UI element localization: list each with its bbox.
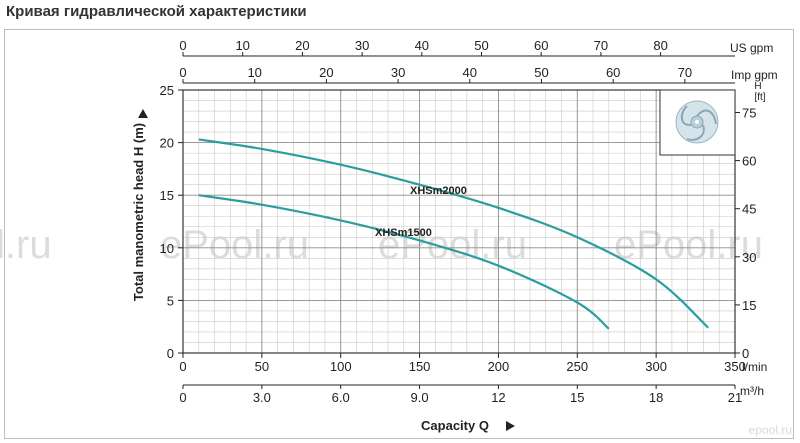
watermark-layer: l.ru ePool.ru ePool.ru ePool.ru: [0, 223, 763, 267]
series-line-XHSm1500: [198, 194, 610, 330]
x-impgpm-tick-label: 30: [391, 65, 405, 80]
x-impgpm-tick-label: 70: [678, 65, 692, 80]
x-tick-label: 200: [488, 359, 510, 374]
x-tick-label: 300: [645, 359, 667, 374]
x-impgpm-tick-label: 60: [606, 65, 620, 80]
x-tick-label: 50: [255, 359, 269, 374]
y-axis-arrow: [138, 109, 148, 118]
x-m3h-tick-label: 12: [491, 390, 505, 405]
y-right-tick-label: 15: [742, 298, 756, 313]
x-usgpm-tick-label: 50: [474, 38, 488, 53]
x-m3h-tick-label: 15: [570, 390, 584, 405]
x-m3h-tick-label: 0: [179, 390, 186, 405]
watermark-text: l.ru: [0, 223, 52, 267]
y-right-tick-label: 0: [742, 346, 749, 361]
y-right-unit-top: H: [754, 81, 761, 92]
y-axis-title: Total manometric head H (m): [131, 123, 146, 301]
series-label: XHSm2000: [410, 185, 467, 197]
x-tick-label: 250: [566, 359, 588, 374]
x-usgpm-tick-label: 20: [295, 38, 309, 53]
series-line-XHSm2000: [198, 138, 709, 329]
grid-layer: [183, 90, 735, 353]
y-tick-label: 0: [167, 346, 174, 361]
axes-layer: [182, 89, 736, 354]
y-tick-label: 15: [160, 188, 174, 203]
x-m3h-tick-label: 9.0: [411, 390, 429, 405]
brand-watermark: epool.ru: [748, 423, 792, 437]
x-usgpm-tick-label: 30: [355, 38, 369, 53]
y-right-tick-label: 75: [742, 106, 756, 121]
x-tick-label: 100: [330, 359, 352, 374]
y-right-unit: [ft]: [754, 92, 765, 103]
watermark-text: ePool.ru: [160, 223, 309, 267]
watermark-text: ePool.ru: [614, 223, 763, 267]
y-tick-label: 20: [160, 136, 174, 151]
x-tick-label: 0: [179, 359, 186, 374]
x-usgpm-tick-label: 80: [653, 38, 667, 53]
x-impgpm-tick-label: 20: [319, 65, 333, 80]
x-impgpm-unit: Imp gpm: [731, 68, 778, 82]
watermark-text: ePool.ru: [378, 223, 527, 267]
x-usgpm-unit: US gpm: [730, 41, 773, 55]
labels-layer: H[ft] US gpm Imp gpm l/min m³/h Capacity Q Tot…: [131, 41, 778, 433]
x-tick-label: 350: [724, 359, 746, 374]
x-m3h-tick-label: 3.0: [253, 390, 271, 405]
x-tick-label: 150: [409, 359, 431, 374]
x-m3h-tick-label: 21: [728, 390, 742, 405]
x-impgpm-tick-label: 50: [534, 65, 548, 80]
x-usgpm-tick-label: 0: [179, 38, 186, 53]
impeller-icon: [675, 100, 719, 144]
y-tick-label: 5: [167, 293, 174, 308]
x-impgpm-tick-label: 40: [463, 65, 477, 80]
y-right-tick-label: 30: [742, 250, 756, 265]
x-m3h-tick-label: 18: [649, 390, 663, 405]
x-usgpm-tick-label: 70: [594, 38, 608, 53]
x-impgpm-tick-label: 0: [179, 65, 186, 80]
series-layer: [198, 138, 709, 330]
y-tick-label: 25: [160, 83, 174, 98]
y-right-tick-label: 45: [742, 202, 756, 217]
x-usgpm-tick-label: 40: [415, 38, 429, 53]
chart-frame: [4, 29, 794, 439]
x-impgpm-tick-label: 10: [247, 65, 261, 80]
x-axis-arrow: [506, 421, 515, 431]
x-axis-title: Capacity Q: [421, 418, 489, 433]
x-usgpm-tick-label: 10: [235, 38, 249, 53]
inset-layer: [659, 89, 736, 156]
x-m3h-tick-label: 6.0: [332, 390, 350, 405]
x-m3h-unit: m³/h: [740, 384, 764, 398]
y-tick-label: 10: [160, 241, 174, 256]
series-label: XHSm1500: [375, 227, 432, 239]
x-unit: l/min: [742, 360, 767, 374]
page-title: Кривая гидравлической характеристики: [6, 3, 307, 20]
y-right-tick-label: 60: [742, 154, 756, 169]
x-usgpm-tick-label: 60: [534, 38, 548, 53]
plot-area: [182, 89, 736, 354]
